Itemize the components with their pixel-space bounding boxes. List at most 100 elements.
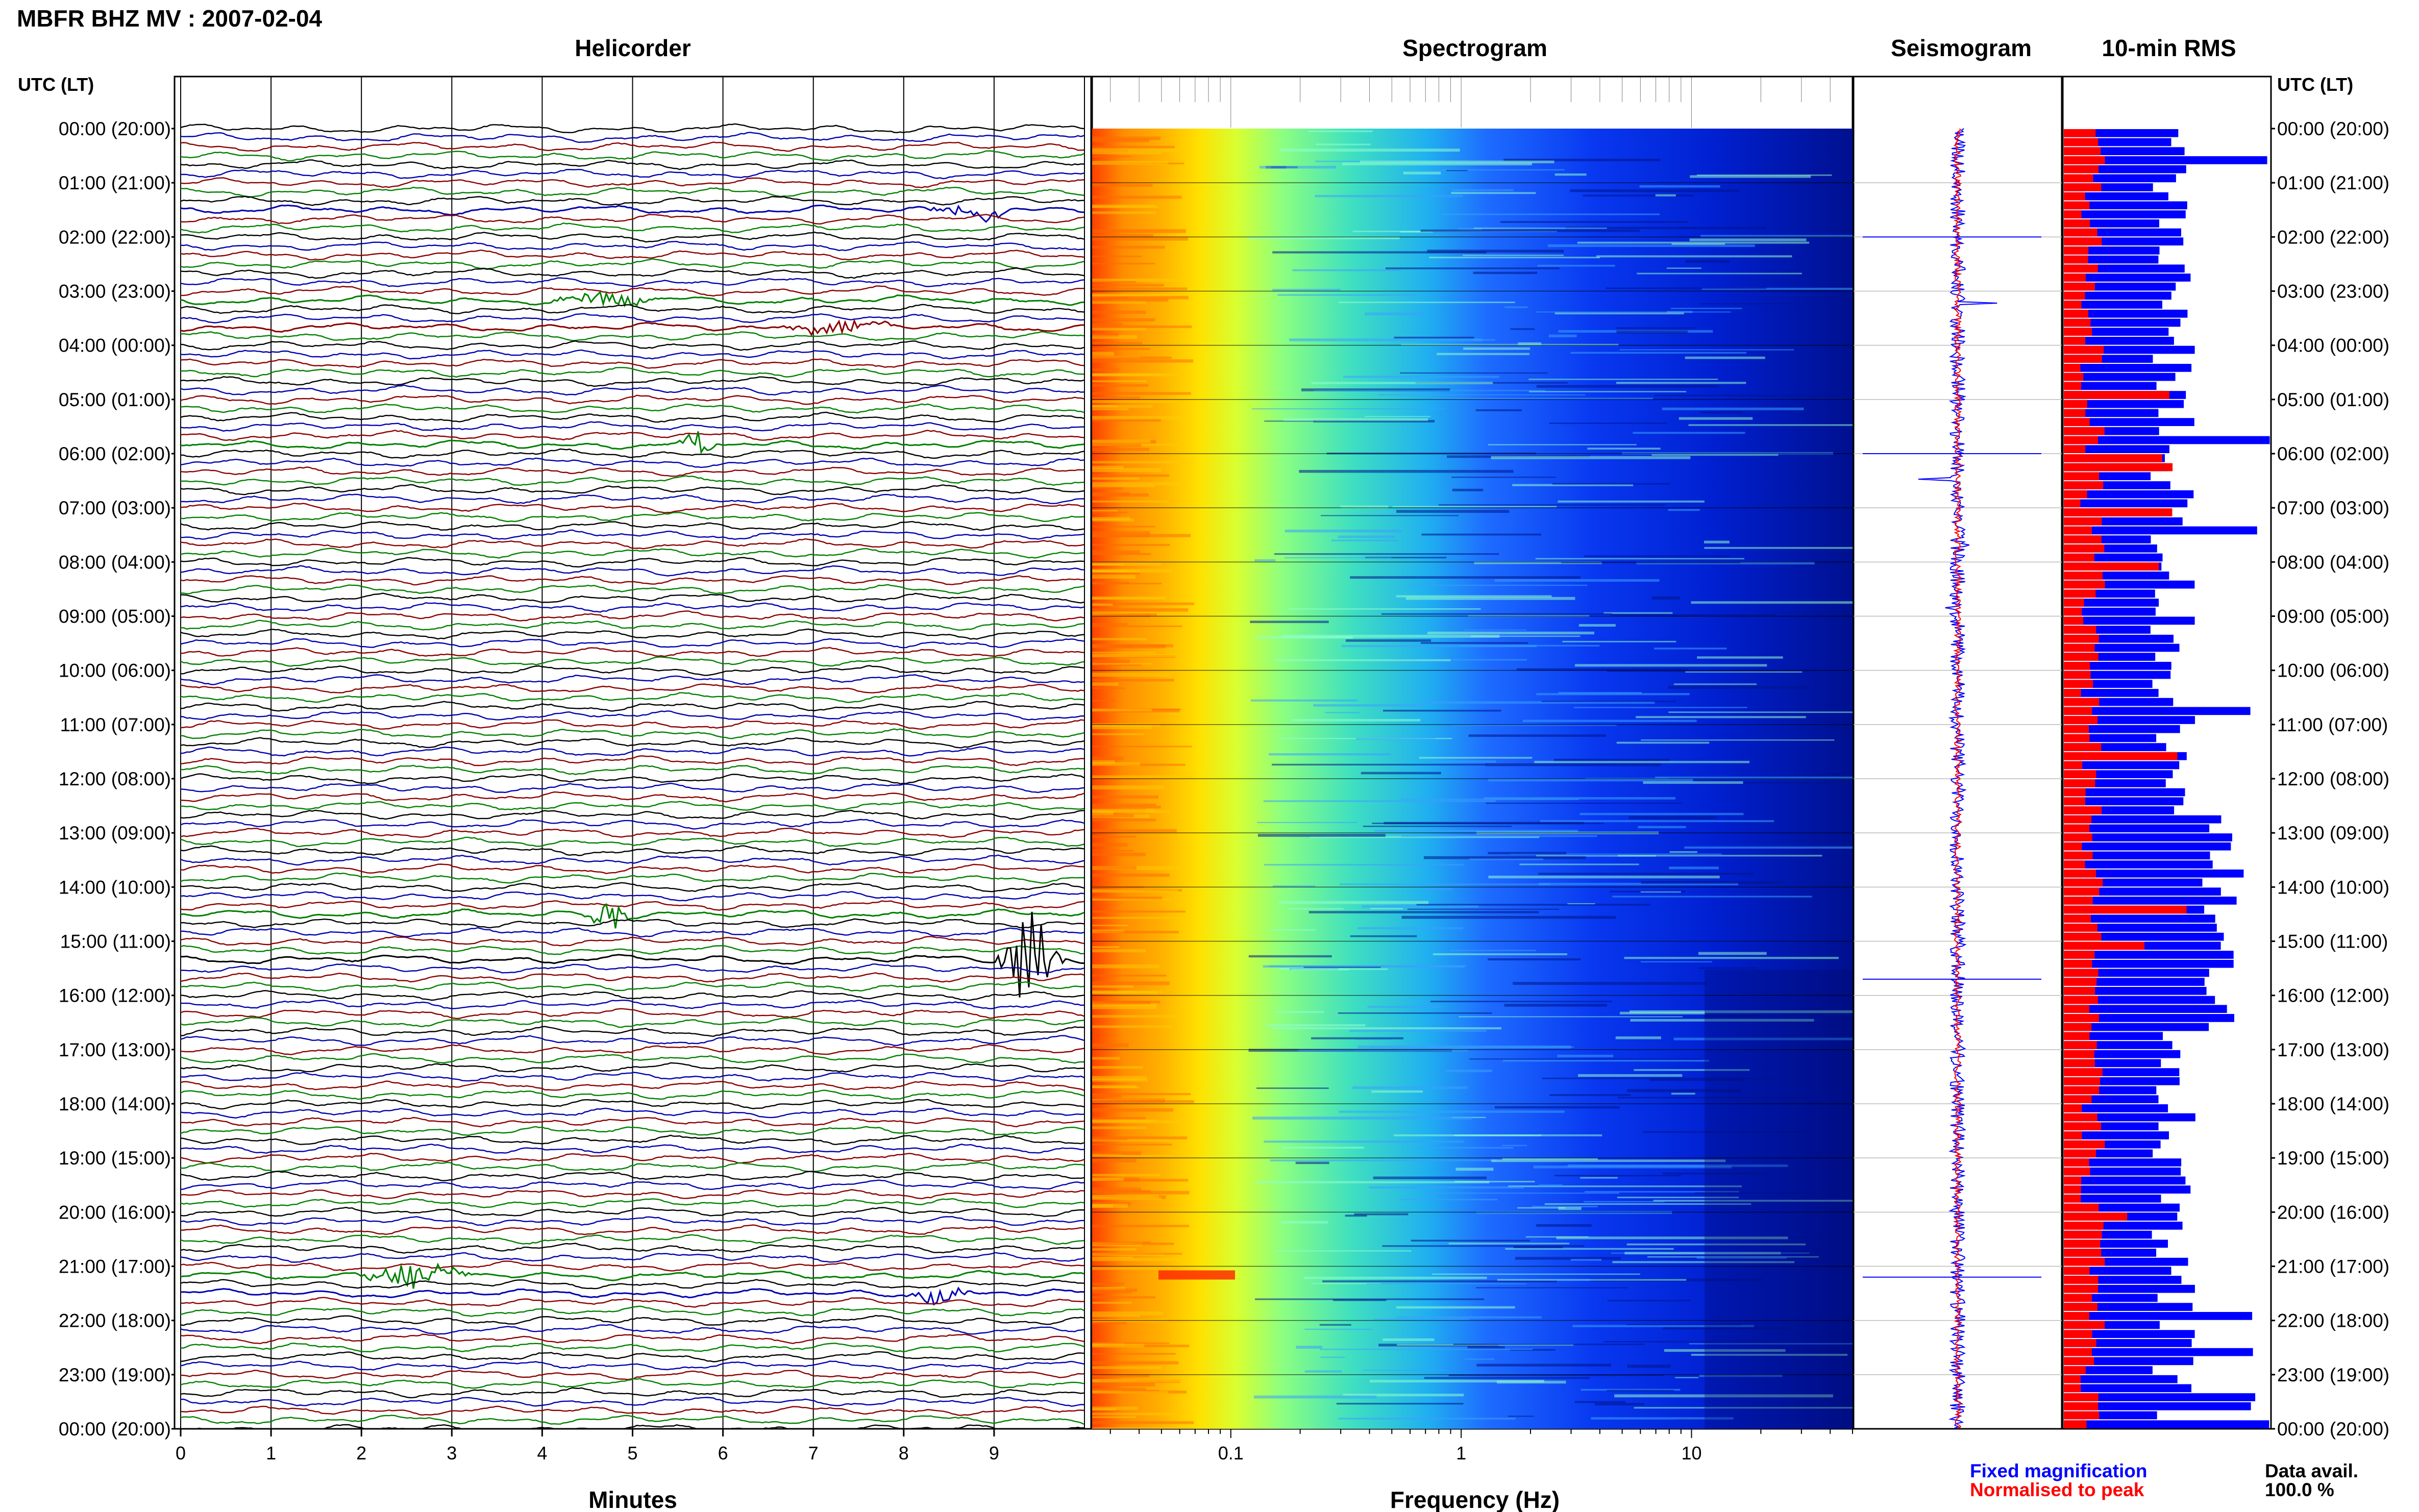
helicorder-trace: [180, 132, 1084, 143]
rms-bar-fixed: [2064, 336, 2174, 345]
spectrogram-speckle: [1092, 1344, 1145, 1348]
rms-bar-fixed: [2064, 192, 2168, 201]
spectrogram-streak: [1476, 1364, 1612, 1367]
rms-bar-fixed: [2064, 445, 2169, 454]
spectrogram-speckle: [1092, 623, 1128, 626]
helicorder-trace: [180, 1286, 1084, 1306]
spectrogram-streak: [1341, 645, 1537, 648]
spectrogram-speckle: [1092, 1288, 1138, 1292]
spectrogram-speckle: [1092, 156, 1131, 158]
time-label: 15:00 (11:00): [2277, 931, 2388, 952]
helicorder-trace: [180, 318, 1084, 337]
helicorder-trace: [180, 592, 1084, 604]
spectrogram-streak: [1411, 584, 1588, 586]
spectrogram-streak: [1596, 255, 1792, 258]
spectrogram-speckle: [1092, 603, 1113, 606]
spectrogram-streak: [1429, 257, 1600, 259]
helicorder-xtick-label: 3: [447, 1443, 457, 1464]
rms-bar-fixed: [2064, 599, 2159, 607]
spectrogram-streak: [1346, 639, 1431, 642]
rms-bar-fixed: [2064, 436, 2270, 444]
spectrogram-streak: [1451, 477, 1556, 478]
spectrogram-speckle: [1092, 568, 1172, 573]
time-label: 05:00 (01:00): [2277, 389, 2389, 410]
helicorder-trace: [180, 692, 1084, 703]
spectrogram-streak: [1694, 1192, 1811, 1194]
spectrogram-speckle: [1092, 613, 1157, 616]
rms-bar-normalised: [2064, 436, 2098, 444]
helicorder-trace: [180, 782, 1084, 794]
spectrogram-streak: [1423, 856, 1586, 859]
rms-bar-normalised: [2064, 743, 2102, 751]
spectrogram-streak: [1340, 505, 1389, 509]
spectrogram-speckle: [1092, 482, 1188, 486]
helicorder-trace: [180, 1360, 1084, 1371]
rms-bar-normalised: [2064, 282, 2095, 291]
spectrogram-streak: [1691, 601, 1853, 604]
rms-bar-fixed: [2064, 689, 2159, 697]
rms-bar-normalised: [2064, 626, 2096, 634]
rms-bar-normalised: [2064, 1005, 2089, 1013]
rms-bar-normalised: [2064, 1240, 2101, 1248]
helicorder-trace: [180, 429, 1084, 441]
spectrogram-speckle: [1092, 206, 1159, 208]
time-label: 11:00 (07:00): [60, 714, 171, 735]
spectrogram-streak: [1452, 189, 1514, 191]
spectrogram-speckle: [1092, 299, 1169, 302]
spectrogram-streak: [1421, 1193, 1619, 1194]
helicorder-trace: [180, 819, 1084, 830]
spectrogram-streak: [1248, 955, 1332, 958]
rms-bar-normalised: [2064, 1411, 2100, 1420]
helicorder-trace: [180, 683, 1084, 693]
spectrogram-streak: [1320, 1356, 1345, 1358]
rms-bar-fixed: [2064, 797, 2184, 806]
spectrogram-speckle: [1092, 989, 1118, 992]
rms-bar-normalised: [2064, 1212, 2128, 1221]
spectrogram-streak: [1494, 579, 1660, 582]
spectrogram-streak: [1606, 287, 1767, 289]
spectrogram-streak: [1486, 802, 1683, 804]
spectrogram-streak: [1367, 1006, 1442, 1008]
spectrogram-streak: [1529, 391, 1687, 392]
rms-bar-fixed: [2064, 1357, 2193, 1366]
spectrogram-streak: [1254, 559, 1276, 562]
rms-bar-normalised: [2064, 734, 2090, 742]
spectrogram-speckle: [1092, 255, 1142, 258]
rms-bar-normalised: [2064, 833, 2092, 841]
rms-bar-normalised: [2064, 147, 2101, 156]
spectrogram-streak: [1416, 1147, 1514, 1149]
rms-bar-fixed: [2064, 373, 2176, 381]
spectrogram-streak: [1250, 621, 1329, 624]
rms-bar-fixed: [2064, 1402, 2251, 1410]
spectrogram-streak: [1525, 1236, 1589, 1238]
rms-bar-normalised: [2064, 562, 2159, 571]
helicorder-trace: [180, 737, 1084, 749]
helicorder-trace: [180, 801, 1084, 811]
spectrogram-streak: [1502, 1059, 1710, 1062]
helicorder-trace: [180, 403, 1084, 414]
rms-bar-normalised: [2064, 201, 2090, 210]
spectrogram-streak: [1282, 634, 1500, 638]
helicorder-trace: [180, 1305, 1084, 1317]
spectrogram-speckle: [1092, 682, 1119, 686]
helicorder-trace: [180, 791, 1084, 803]
spectrogram-streak: [1548, 334, 1577, 338]
spectrogram-streak: [1699, 303, 1795, 305]
helicorder-trace: [180, 1179, 1084, 1191]
rms-bar-fixed: [2064, 969, 2209, 977]
spectrogram-streak: [1296, 1346, 1322, 1349]
spectrogram-speckle: [1092, 1315, 1141, 1318]
rms-bar-normalised: [2064, 535, 2102, 543]
rms-bar-normalised: [2064, 192, 2085, 201]
spectrogram-streak: [1491, 1159, 1726, 1162]
spectrogram-streak: [1679, 417, 1753, 420]
rms-bar-normalised: [2064, 1339, 2096, 1347]
spectrogram-streak: [1558, 500, 1705, 503]
rms-bar-normalised: [2064, 183, 2102, 191]
helicorder-trace: [180, 168, 1084, 180]
rms-bar-normalised: [2064, 1194, 2081, 1203]
spectrogram-speckle: [1092, 925, 1128, 927]
rms-bar-fixed: [2064, 490, 2194, 499]
rms-bar-normalised: [2064, 418, 2090, 426]
helicorder-trace: [180, 710, 1084, 721]
